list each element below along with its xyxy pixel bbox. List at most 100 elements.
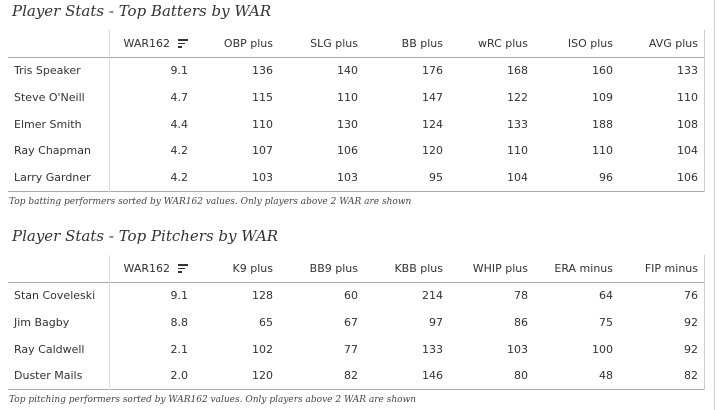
batters-header-avg-plus[interactable]: AVG plus (648, 36, 698, 50)
player-name: Duster Mails (8, 362, 110, 390)
k9-plus-value: 102 (252, 342, 273, 356)
avg-plus-value: 106 (677, 170, 698, 184)
right-edge-divider (714, 0, 715, 410)
iso-plus-value: 109 (592, 90, 613, 104)
whip-plus-value: 86 (514, 315, 528, 329)
whip-plus-value: 78 (514, 289, 528, 303)
kbb-plus-value: 133 (422, 342, 443, 356)
slg-plus-value: 130 (337, 117, 358, 131)
player-name: Elmer Smith (8, 110, 110, 138)
table-row: Steve O'Neill 4.7 115 110 147 122 109 11… (8, 84, 704, 111)
player-name: Ray Caldwell (8, 335, 110, 363)
pitchers-title: Player Stats - Top Pitchers by WAR (12, 227, 279, 245)
batters-header-obp-plus[interactable]: OBP plus (223, 36, 273, 50)
slg-plus-value: 106 (337, 144, 358, 158)
batters-header-war162[interactable]: WAR162 (109, 30, 194, 57)
player-name: Jim Bagby (8, 309, 110, 336)
batters-header-wrc-plus[interactable]: wRC plus (477, 36, 528, 50)
k9-plus-value: 128 (252, 289, 273, 303)
war162-value: 9.1 (170, 64, 189, 78)
pitchers-caption: Top pitching performers sorted by WAR162… (9, 395, 417, 405)
fip-minus-value: 76 (684, 289, 698, 303)
batters-header-row: WAR162 OBP plus SLG plus BB plus wRC plu… (8, 30, 704, 58)
player-name: Ray Chapman (8, 137, 110, 164)
bb9-plus-value: 60 (344, 289, 358, 303)
k9-plus-value: 120 (252, 369, 273, 383)
obp-plus-value: 107 (252, 144, 273, 158)
pitchers-header-player (8, 255, 110, 283)
batters-table-container: WAR162 OBP plus SLG plus BB plus wRC plu… (8, 30, 705, 192)
batters-header-bb-plus[interactable]: BB plus (401, 36, 443, 50)
table-row: Duster Mails 2.0 120 82 146 80 48 82 (8, 362, 704, 390)
sort-descending-icon[interactable] (178, 264, 188, 273)
bb-plus-value: 95 (429, 170, 443, 184)
pitchers-header-war162-label: WAR162 (123, 261, 170, 275)
pitchers-header-row: WAR162 K9 plus BB9 plus KBB plus WHIP pl… (8, 255, 704, 283)
avg-plus-value: 104 (677, 144, 698, 158)
pitchers-header-war162[interactable]: WAR162 (109, 255, 194, 282)
obp-plus-value: 115 (252, 90, 273, 104)
obp-plus-value: 110 (252, 117, 273, 131)
batters-header-iso-plus[interactable]: ISO plus (567, 36, 613, 50)
player-name: Tris Speaker (8, 57, 110, 85)
war162-value: 4.2 (170, 170, 189, 184)
war162-value: 4.7 (170, 90, 189, 104)
player-name: Stan Coveleski (8, 282, 110, 310)
pitchers-header-k9-plus[interactable]: K9 plus (232, 261, 273, 275)
batters-header-war162-label: WAR162 (123, 36, 170, 50)
pitchers-table: WAR162 K9 plus BB9 plus KBB plus WHIP pl… (8, 255, 704, 390)
avg-plus-value: 133 (677, 64, 698, 78)
era-minus-value: 100 (592, 342, 613, 356)
iso-plus-value: 160 (592, 64, 613, 78)
table-row: Elmer Smith 4.4 110 130 124 133 188 108 (8, 110, 704, 138)
pitchers-header-era-minus[interactable]: ERA minus (554, 261, 613, 275)
avg-plus-value: 110 (677, 90, 698, 104)
kbb-plus-value: 97 (429, 315, 443, 329)
wrc-plus-value: 168 (507, 64, 528, 78)
era-minus-value: 64 (599, 289, 613, 303)
player-name: Steve O'Neill (8, 84, 110, 111)
iso-plus-value: 96 (599, 170, 613, 184)
bb-plus-value: 120 (422, 144, 443, 158)
bb-plus-value: 147 (422, 90, 443, 104)
war162-value: 9.1 (170, 289, 189, 303)
wrc-plus-value: 104 (507, 170, 528, 184)
table-row: Stan Coveleski 9.1 128 60 214 78 64 76 (8, 282, 704, 310)
pitchers-header-kbb-plus[interactable]: KBB plus (394, 261, 443, 275)
iso-plus-value: 188 (592, 117, 613, 131)
fip-minus-value: 92 (684, 342, 698, 356)
fip-minus-value: 82 (684, 369, 698, 383)
wrc-plus-value: 110 (507, 144, 528, 158)
table-row: Jim Bagby 8.8 65 67 97 86 75 92 (8, 309, 704, 336)
whip-plus-value: 103 (507, 342, 528, 356)
pitchers-header-fip-minus[interactable]: FIP minus (644, 261, 698, 275)
table-row: Tris Speaker 9.1 136 140 176 168 160 133 (8, 57, 704, 85)
kbb-plus-value: 146 (422, 369, 443, 383)
obp-plus-value: 136 (252, 64, 273, 78)
player-name: Larry Gardner (8, 163, 110, 192)
bb9-plus-value: 67 (344, 315, 358, 329)
table-row: Larry Gardner 4.2 103 103 95 104 96 106 (8, 163, 704, 192)
slg-plus-value: 110 (337, 90, 358, 104)
war162-value: 4.2 (170, 144, 189, 158)
pitchers-table-container: WAR162 K9 plus BB9 plus KBB plus WHIP pl… (8, 255, 705, 390)
whip-plus-value: 80 (514, 369, 528, 383)
batters-header-slg-plus[interactable]: SLG plus (310, 36, 358, 50)
bb-plus-value: 124 (422, 117, 443, 131)
bb-plus-value: 176 (422, 64, 443, 78)
kbb-plus-value: 214 (422, 289, 443, 303)
sort-descending-icon[interactable] (178, 39, 188, 48)
table-row: Ray Chapman 4.2 107 106 120 110 110 104 (8, 137, 704, 164)
pitchers-header-whip-plus[interactable]: WHIP plus (472, 261, 528, 275)
slg-plus-value: 103 (337, 170, 358, 184)
pitchers-header-bb9-plus[interactable]: BB9 plus (309, 261, 358, 275)
era-minus-value: 48 (599, 369, 613, 383)
batters-header-player (8, 30, 110, 58)
war162-value: 8.8 (170, 315, 189, 329)
avg-plus-value: 108 (677, 117, 698, 131)
war162-value: 2.0 (170, 369, 189, 383)
k9-plus-value: 65 (259, 315, 273, 329)
obp-plus-value: 103 (252, 170, 273, 184)
war162-value: 4.4 (170, 117, 189, 131)
bb9-plus-value: 82 (344, 369, 358, 383)
